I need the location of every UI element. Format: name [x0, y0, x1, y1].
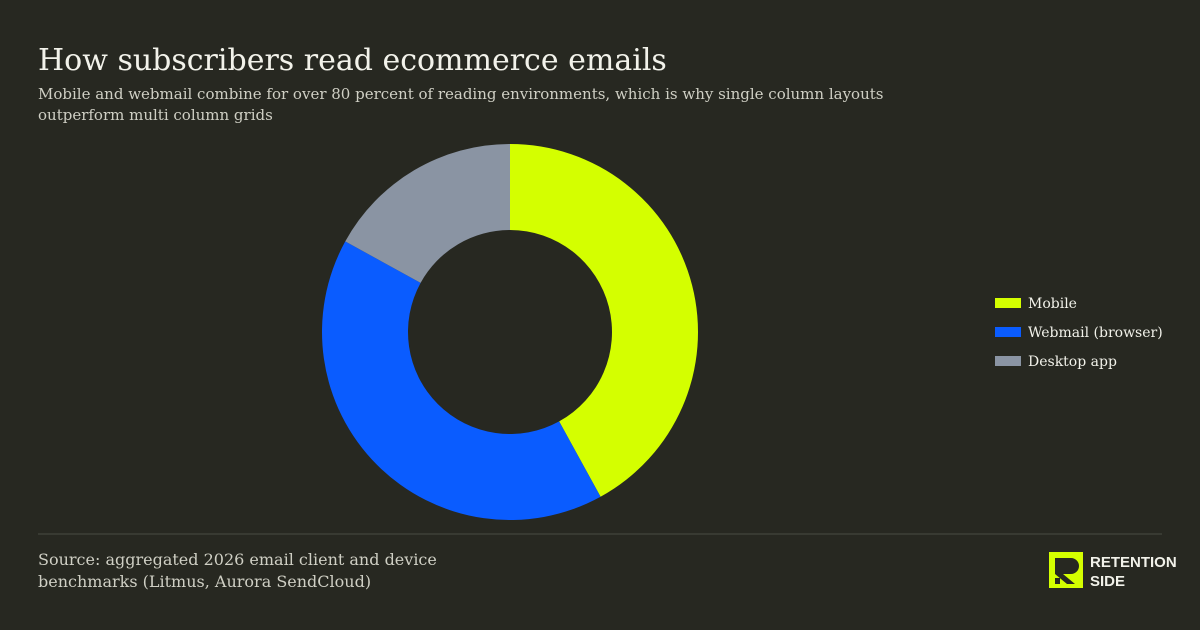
legend-label: Webmail (browser): [1028, 325, 1163, 341]
brand: SIDE: [1090, 573, 1125, 590]
source: Source: aggregated 2026 email client and…: [38, 550, 437, 569]
slice: [322, 241, 601, 521]
subtitle: outperform multi column grids: [38, 106, 273, 124]
legend-swatch: [995, 298, 1021, 308]
logo: RETENTION SIDE: [1049, 552, 1177, 590]
brand: RETENTION: [1090, 554, 1177, 571]
legend-swatch: [995, 356, 1021, 366]
subtitle: Mobile and webmail combine for over 80 p…: [38, 85, 883, 103]
source: benchmarks (Litmus, Aurora SendCloud): [38, 572, 371, 591]
logo-glyph: [1055, 558, 1079, 584]
slice: [510, 144, 698, 497]
legend-swatch: [995, 327, 1021, 337]
chart-title: How subscribers read ecommerce emails: [38, 43, 667, 78]
legend-label: Mobile: [1028, 296, 1077, 312]
slice: [345, 144, 510, 283]
legend-label: Desktop app: [1028, 354, 1117, 370]
